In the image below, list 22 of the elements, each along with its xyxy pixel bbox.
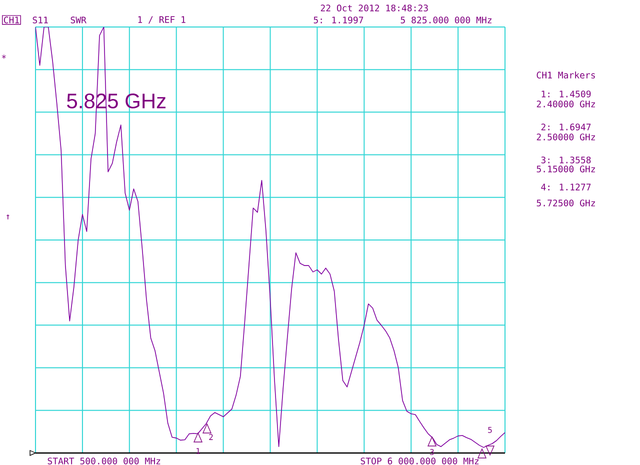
text: 2: 1.6947 [541,124,591,130]
annotation: 5 [488,427,492,433]
text: 5.72500 GHz [536,200,595,206]
text: 5.15000 GHz [536,166,595,172]
text: * [2,54,6,59]
text: 3: 1.3558 [541,156,591,164]
text: START 500.000 000 MHz [48,458,160,464]
text: CH1 Markers [536,72,595,78]
text: ↑ [6,214,10,220]
text: 1 / REF 1 [138,16,186,24]
text: 5: 1.1997 [314,16,364,24]
text: S11 [32,16,48,24]
text: 2.40000 GHz [536,100,595,108]
text: SWR [70,16,86,24]
text: STOP 6 000.000 000 MHz [360,458,479,464]
text: 2.50000 GHz [536,134,595,140]
text: 5 825.000 000 MHz [400,16,492,24]
annotation: 2 [209,434,213,440]
text: 1: 1.4509 [542,90,591,98]
text: 22 Oct 2012 18:48:23 [320,4,428,12]
text: 4: 1.1277 [541,184,591,190]
text: CH1 [4,16,20,24]
